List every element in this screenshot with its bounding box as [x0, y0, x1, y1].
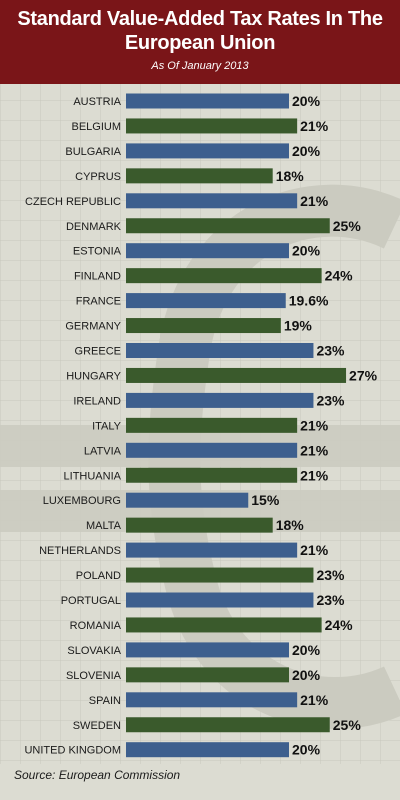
- bar-belgium: [126, 118, 298, 134]
- category-label: POLAND: [76, 570, 121, 582]
- category-label: ITALY: [92, 420, 122, 432]
- category-label: DENMARK: [66, 221, 122, 233]
- bar-luxembourg: [126, 492, 249, 508]
- category-label: SPAIN: [89, 695, 121, 707]
- value-label: 20%: [292, 143, 321, 159]
- bar-cyprus: [126, 168, 273, 184]
- value-label: 21%: [300, 417, 329, 433]
- bar-poland: [126, 567, 314, 583]
- category-label: SLOVAKIA: [67, 645, 121, 657]
- bar-romania: [126, 617, 322, 633]
- value-label: 19.6%: [289, 293, 329, 309]
- value-label: 23%: [316, 343, 345, 359]
- bar-czech-republic: [126, 193, 298, 209]
- category-label: LATVIA: [84, 445, 122, 457]
- value-label: 23%: [316, 567, 345, 583]
- value-label: 20%: [292, 243, 321, 259]
- category-label: GREECE: [75, 346, 121, 358]
- value-label: 21%: [300, 118, 329, 134]
- value-label: 24%: [325, 617, 354, 633]
- header-banner: Standard Value-Added Tax Rates In The Eu…: [0, 0, 400, 84]
- bar-germany: [126, 318, 281, 334]
- bar-sweden: [126, 717, 330, 733]
- bar-latvia: [126, 442, 298, 458]
- category-label: CYPRUS: [75, 171, 121, 183]
- bar-portugal: [126, 592, 314, 608]
- category-label: PORTUGAL: [61, 595, 121, 607]
- value-label: 25%: [333, 717, 362, 733]
- value-label: 21%: [300, 542, 329, 558]
- category-label: MALTA: [86, 520, 122, 532]
- value-label: 24%: [325, 268, 354, 284]
- bar-denmark: [126, 218, 330, 234]
- bar-slovenia: [126, 667, 289, 683]
- category-label: BELGIUM: [71, 121, 121, 133]
- bar-bulgaria: [126, 143, 289, 159]
- value-label: 20%: [292, 93, 321, 109]
- value-label: 21%: [300, 692, 329, 708]
- category-label: UNITED KINGDOM: [24, 745, 121, 757]
- bar-greece: [126, 343, 314, 358]
- bar-chart: AUSTRIA 20% BELGIUM 21% BULGARIA 20% CYPRUS 18%…: [0, 84, 400, 764]
- bar-austria: [126, 93, 289, 109]
- bar-malta: [126, 517, 273, 533]
- value-label: 19%: [284, 318, 313, 334]
- category-label: SLOVENIA: [66, 670, 122, 682]
- value-label: 18%: [276, 517, 305, 533]
- bar-lithuania: [126, 467, 298, 483]
- category-label: HUNGARY: [66, 370, 121, 382]
- category-label: CZECH REPUBLIC: [25, 196, 121, 208]
- category-label: NETHERLANDS: [39, 545, 121, 557]
- bar-hungary: [126, 367, 347, 383]
- source-note: Source: European Commission: [14, 768, 181, 782]
- category-label: FINLAND: [74, 271, 121, 283]
- category-label: ESTONIA: [73, 246, 122, 258]
- value-label: 20%: [292, 642, 321, 658]
- value-label: 25%: [333, 218, 362, 234]
- value-label: 18%: [276, 168, 305, 184]
- category-label: IRELAND: [73, 395, 121, 407]
- category-label: SWEDEN: [73, 720, 121, 732]
- bars-layer: AUSTRIA 20% BELGIUM 21% BULGARIA 20% CYPRUS 18%…: [24, 93, 377, 758]
- category-label: BULGARIA: [65, 146, 121, 158]
- category-label: FRANCE: [76, 296, 121, 308]
- bar-estonia: [126, 243, 289, 259]
- bar-finland: [126, 268, 322, 284]
- value-label: 27%: [349, 367, 378, 383]
- value-label: 15%: [251, 492, 280, 508]
- bar-united-kingdom: [126, 742, 289, 758]
- category-label: GERMANY: [65, 321, 121, 333]
- value-label: 20%: [292, 742, 321, 758]
- value-label: 21%: [300, 467, 329, 483]
- value-label: 23%: [316, 592, 345, 608]
- value-label: 21%: [300, 442, 329, 458]
- bar-france: [126, 293, 286, 309]
- bar-spain: [126, 692, 298, 708]
- chart-subtitle: As Of January 2013: [151, 60, 249, 72]
- category-label: AUSTRIA: [73, 96, 121, 108]
- category-label: LUXEMBOURG: [43, 495, 121, 507]
- category-label: ROMANIA: [70, 620, 122, 632]
- value-label: 21%: [300, 193, 329, 209]
- bar-slovakia: [126, 642, 289, 658]
- bar-ireland: [126, 392, 314, 408]
- bar-italy: [126, 417, 298, 433]
- value-label: 23%: [316, 392, 345, 408]
- chart-title: Standard Value-Added Tax Rates In The Eu…: [17, 8, 383, 54]
- bar-netherlands: [126, 542, 298, 558]
- category-label: LITHUANIA: [64, 470, 122, 482]
- value-label: 20%: [292, 667, 321, 683]
